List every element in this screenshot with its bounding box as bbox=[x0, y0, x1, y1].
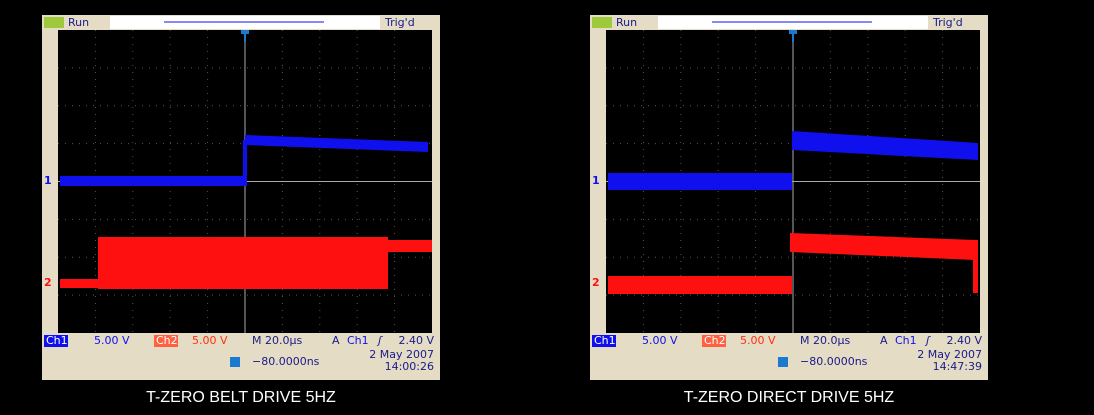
ch1-scale: 5.00 V bbox=[94, 334, 130, 347]
ch1-marker: 1 bbox=[592, 174, 600, 187]
timebase: M 20.0µs bbox=[252, 334, 302, 347]
run-indicator bbox=[44, 17, 64, 28]
trigger-offset: −80.0000ns bbox=[800, 355, 868, 368]
status: Run bbox=[68, 16, 89, 29]
scope-panel: Run Trig'd 1 2 Ch1 5.00 V Ch2 5.00 V M 20.0µs A Ch… bbox=[590, 15, 988, 406]
ch2-trace bbox=[60, 279, 98, 288]
timebase: M 20.0µs bbox=[800, 334, 850, 347]
ch1-trace bbox=[243, 140, 247, 186]
ch1-label: Ch1 bbox=[46, 334, 68, 347]
ch2-marker: 2 bbox=[592, 276, 600, 289]
status: Run bbox=[616, 16, 637, 29]
ch1-scale: 5.00 V bbox=[642, 334, 678, 347]
ch2-scale: 5.00 V bbox=[740, 334, 776, 347]
ch1-trace bbox=[608, 173, 792, 190]
page: Run Trig'd 1 2 Ch1 5.00 V Ch2 5.00 V M 20.0µs A Ch… bbox=[0, 0, 1094, 415]
ch2-trace bbox=[973, 240, 978, 293]
trigger-offset: −80.0000ns bbox=[252, 355, 320, 368]
trigger-mode: A bbox=[880, 334, 888, 347]
ch1-marker: 1 bbox=[44, 174, 52, 187]
run-indicator bbox=[592, 17, 612, 28]
time: 14:00:26 bbox=[385, 360, 434, 373]
ch2-trace bbox=[388, 240, 432, 252]
time: 14:47:39 bbox=[933, 360, 982, 373]
ch2-scale: 5.00 V bbox=[192, 334, 228, 347]
ch1-label: Ch1 bbox=[594, 334, 616, 347]
trigger-source: Ch1 bbox=[347, 334, 369, 347]
caption: T-ZERO DIRECT DRIVE 5HZ bbox=[684, 389, 895, 406]
ch2-marker: 2 bbox=[44, 276, 52, 289]
caption: T-ZERO BELT DRIVE 5HZ bbox=[146, 389, 336, 406]
trigger-state: Trig'd bbox=[932, 16, 963, 29]
ch2-label: Ch2 bbox=[704, 334, 726, 347]
ch2-label: Ch2 bbox=[156, 334, 178, 347]
trigger-state: Trig'd bbox=[384, 16, 415, 29]
scope-panel: Run Trig'd 1 2 Ch1 5.00 V Ch2 5.00 V M 20.0µs A Ch… bbox=[42, 15, 440, 406]
ch2-trace bbox=[608, 276, 792, 294]
ch2-trace bbox=[98, 237, 388, 289]
trigger-level: 2.40 V bbox=[946, 334, 982, 347]
trigger-mode: A bbox=[332, 334, 340, 347]
offset-icon bbox=[778, 357, 788, 367]
offset-icon bbox=[230, 357, 240, 367]
trigger-level: 2.40 V bbox=[398, 334, 434, 347]
ch1-trace bbox=[60, 176, 245, 186]
trigger-source: Ch1 bbox=[895, 334, 917, 347]
